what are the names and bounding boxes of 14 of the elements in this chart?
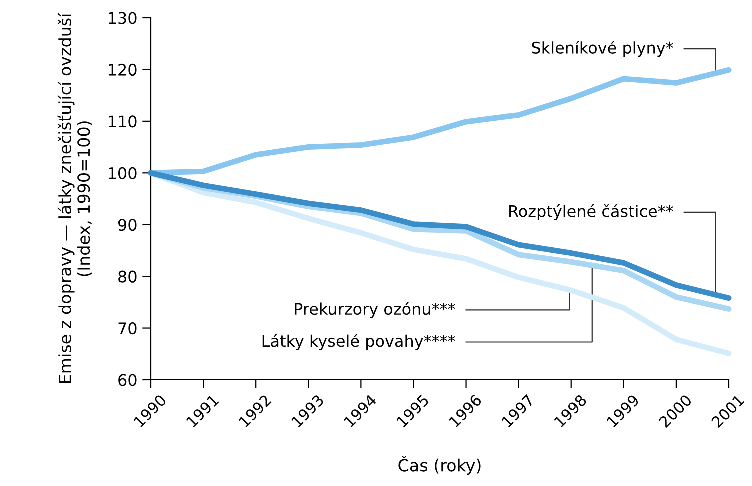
y-tick-label: 90 <box>118 219 137 232</box>
text: Látky kyselé povahy**** <box>262 334 456 350</box>
series-label: Rozptýlené částice** <box>510 204 674 220</box>
y-tick-label: 80 <box>118 270 137 283</box>
y-tick-label: 130 <box>109 12 137 24</box>
x-axis-title: Čas (roky) <box>398 456 481 476</box>
series-label: Skleníkové plyny* <box>532 40 674 58</box>
y-axis-title: Emise z dopravy — látky znečišťující ovzduší (Index, 1990=100) <box>58 12 92 384</box>
text: Prekurzory ozónu*** <box>295 302 456 318</box>
y-tick-label: 70 <box>118 322 137 335</box>
y-tick-label: 60 <box>118 374 137 386</box>
y-tick-label: 120 <box>109 64 137 76</box>
y-tick-label: 110 <box>109 116 137 128</box>
y-tick-label: 100 <box>109 167 137 180</box>
